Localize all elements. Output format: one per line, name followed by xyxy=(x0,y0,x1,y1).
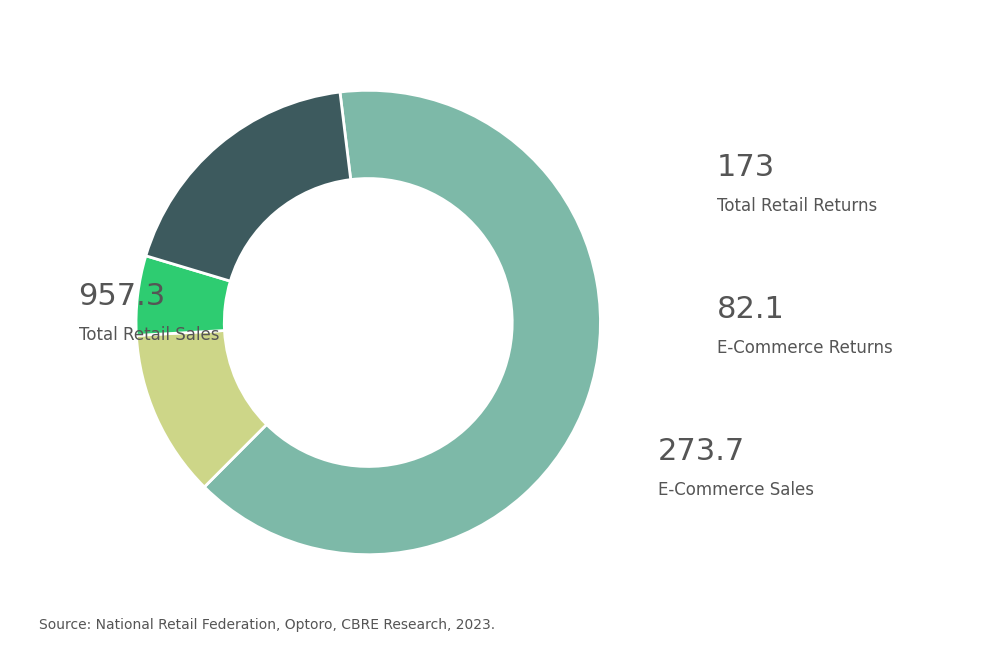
Text: 82.1: 82.1 xyxy=(717,295,785,324)
Text: 173: 173 xyxy=(717,154,775,182)
Wedge shape xyxy=(136,256,231,335)
Text: 273.7: 273.7 xyxy=(658,437,745,466)
Text: Total Retail Sales: Total Retail Sales xyxy=(79,326,219,344)
Wedge shape xyxy=(146,92,351,281)
Text: Source: National Retail Federation, Optoro, CBRE Research, 2023.: Source: National Retail Federation, Opto… xyxy=(39,618,495,632)
Wedge shape xyxy=(204,90,600,555)
Text: E-Commerce Returns: E-Commerce Returns xyxy=(717,339,893,357)
Text: 957.3: 957.3 xyxy=(79,283,166,311)
Text: Total Retail Returns: Total Retail Returns xyxy=(717,197,877,215)
Wedge shape xyxy=(136,330,267,487)
Text: E-Commerce Sales: E-Commerce Sales xyxy=(658,481,814,499)
